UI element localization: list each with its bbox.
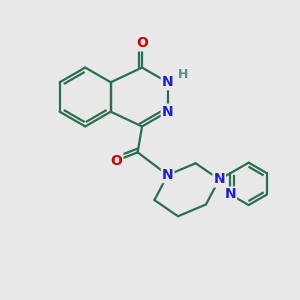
Text: N: N bbox=[224, 188, 236, 202]
Text: N: N bbox=[162, 105, 173, 119]
Text: O: O bbox=[110, 154, 122, 168]
Text: N: N bbox=[213, 172, 225, 186]
Text: O: O bbox=[136, 36, 148, 50]
Text: H: H bbox=[178, 68, 188, 80]
Text: N: N bbox=[162, 75, 173, 89]
Text: N: N bbox=[162, 168, 173, 182]
